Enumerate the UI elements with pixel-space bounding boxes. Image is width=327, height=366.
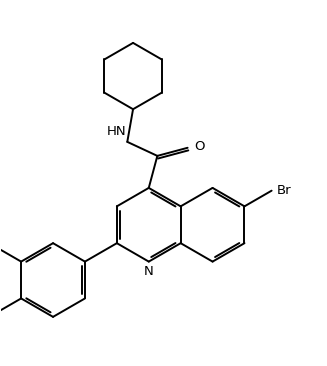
Text: Br: Br — [277, 184, 291, 197]
Text: HN: HN — [107, 126, 126, 138]
Text: N: N — [144, 265, 154, 277]
Text: O: O — [194, 140, 204, 153]
